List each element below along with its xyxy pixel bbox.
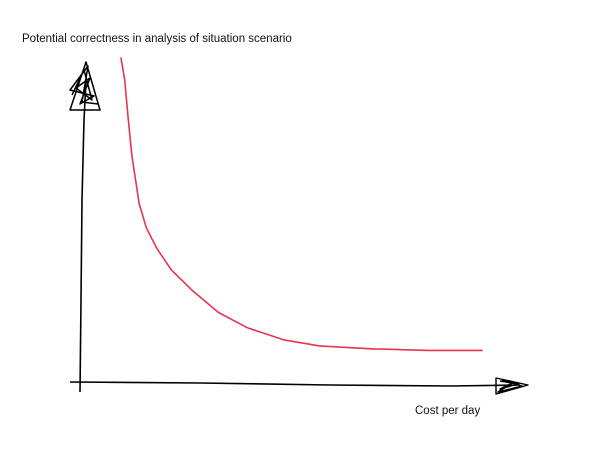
- y-axis-arrowhead: [69, 61, 101, 111]
- y-axis-line: [79, 79, 87, 393]
- series-line-0: [120, 57, 483, 352]
- y-axis-label: Potential correctness in analysis of sit…: [22, 33, 292, 45]
- x-axis-line: [69, 381, 521, 387]
- x-axis-label: Cost per day: [415, 405, 481, 417]
- series-layer: [120, 57, 483, 352]
- x-axis-arrowhead: [495, 377, 529, 395]
